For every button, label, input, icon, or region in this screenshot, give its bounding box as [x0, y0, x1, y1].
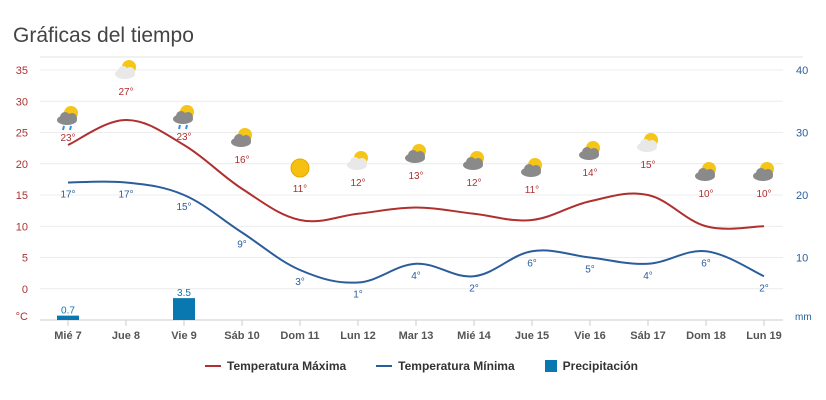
x-tick-label: Mié 7	[54, 330, 82, 342]
max-temp-label: 12°	[466, 178, 481, 189]
legend-swatch	[205, 365, 221, 367]
precip-label: 3.5	[177, 288, 191, 299]
y-tick-label: 15	[16, 190, 28, 202]
y2-tick-label: 40	[796, 65, 808, 77]
y2-unit-label: mm	[795, 312, 812, 323]
y-tick-label: 5	[22, 253, 28, 265]
x-tick-label: Lun 19	[746, 330, 781, 342]
max-temp-label: 11°	[525, 185, 539, 196]
min-temp-label: 1°	[353, 290, 363, 301]
max-temp-label: 10°	[698, 189, 713, 200]
precip-bar	[57, 315, 79, 320]
max-temp-label: 27°	[118, 87, 133, 98]
max-temp-label: 14°	[582, 168, 597, 179]
max-temp-label: 15°	[640, 160, 655, 171]
x-tick-label: Mar 13	[399, 330, 434, 342]
y2-tick-label: 30	[796, 128, 808, 140]
y-unit-label: °C	[16, 311, 28, 323]
sun-dark-cloud-icon	[521, 158, 542, 177]
y-tick-label: 25	[16, 128, 28, 140]
weather-chart: 0 5 10 15 20 25 30 35 °C 10 20 30 40 mm Mié 7 Jue 8 Vie …	[16, 56, 812, 342]
sun-dark-cloud-icon	[753, 162, 774, 181]
x-tick-label: Sáb 17	[630, 330, 665, 342]
min-temp-label: 17°	[60, 190, 75, 201]
min-temp-label: 3°	[295, 277, 305, 288]
x-tick-label: Vie 16	[574, 330, 606, 342]
min-temp-label: 17°	[118, 190, 133, 201]
min-temp-label: 2°	[759, 283, 769, 294]
precip-label: 0.7	[61, 306, 75, 317]
min-temp-label: 4°	[411, 271, 421, 282]
legend-label: Temperatura Máxima	[227, 359, 347, 373]
x-tick-label: Jue 8	[112, 330, 140, 342]
sun-light-cloud-icon	[637, 133, 658, 152]
sun-cloud-rain-icon	[173, 105, 194, 130]
min-temp-label: 15°	[176, 202, 191, 213]
legend-swatch	[544, 360, 557, 372]
max-temp-label: 23°	[176, 132, 191, 143]
sun-cloud-rain-icon	[57, 106, 78, 131]
min-temp-label: 2°	[469, 283, 479, 294]
y-tick-label: 10	[16, 221, 28, 233]
legend-label: Temperatura Mínima	[398, 359, 515, 373]
max-temp-label: 13°	[408, 171, 423, 182]
x-tick-label: Jue 15	[515, 330, 549, 342]
min-temp-label: 6°	[527, 258, 537, 269]
min-temp-label: 6°	[701, 258, 711, 269]
sun-dark-cloud-icon	[695, 162, 716, 181]
sun-dark-cloud-icon	[463, 151, 484, 170]
max-temp-label: 16°	[234, 155, 249, 166]
legend: Temperatura Máxima Temperatura Mínima Pr…	[205, 359, 638, 373]
min-temp-label: 9°	[237, 240, 247, 251]
y-tick-label: 30	[16, 96, 28, 108]
sun-light-cloud-icon	[347, 151, 368, 170]
precip-bar	[173, 298, 195, 320]
max-temp-label: 11°	[293, 184, 307, 195]
legend-item-min[interactable]: Temperatura Mínima	[376, 359, 515, 373]
legend-item-precip[interactable]: Precipitación	[544, 359, 638, 373]
sun-light-cloud-icon	[115, 60, 136, 79]
sun-dark-cloud-icon	[579, 141, 600, 160]
max-temp-label: 23°	[60, 133, 75, 144]
x-tick-label: Dom 11	[280, 330, 319, 342]
min-temp-label: 5°	[585, 265, 595, 276]
y2-tick-label: 20	[796, 190, 808, 202]
max-temp-label: 12°	[350, 178, 365, 189]
page-title: Gráficas del tiempo	[13, 24, 194, 47]
min-temp-label: 4°	[643, 271, 653, 282]
min-temp-line	[67, 180, 765, 284]
max-temp-label: 10°	[756, 189, 771, 200]
legend-swatch	[376, 365, 393, 367]
y-tick-label: 20	[16, 159, 28, 171]
sun-icon	[290, 158, 310, 178]
sun-dark-cloud-icon	[405, 144, 426, 163]
legend-item-max[interactable]: Temperatura Máxima	[205, 359, 346, 373]
legend-label: Precipitación	[562, 359, 638, 373]
x-tick-label: Dom 18	[686, 330, 726, 342]
x-tick-label: Lun 12	[340, 330, 375, 342]
sun-dark-cloud-icon	[231, 128, 252, 147]
max-temp-line	[67, 118, 765, 230]
y-tick-label: 0	[22, 284, 28, 296]
y-tick-label: 35	[16, 65, 28, 77]
y2-tick-label: 10	[796, 253, 808, 265]
x-tick-label: Vie 9	[171, 330, 197, 342]
x-tick-label: Sáb 10	[224, 330, 259, 342]
x-tick-label: Mié 14	[457, 330, 492, 342]
